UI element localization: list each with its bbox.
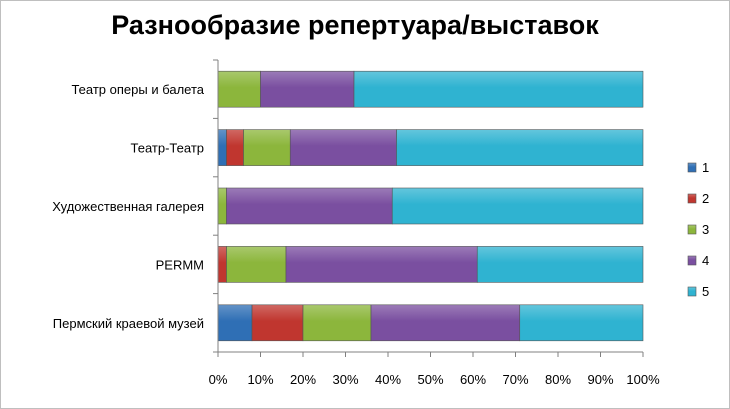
axis-layer: Театр оперы и балета Театр-Театр Художеств… <box>52 59 660 387</box>
legend-label: 3 <box>702 222 709 237</box>
legend-label: 2 <box>702 191 709 206</box>
category-label: PERMM <box>156 257 204 272</box>
x-tick-label: 60% <box>460 372 486 387</box>
x-tick-label: 50% <box>417 372 443 387</box>
bar-segment <box>226 187 393 225</box>
bar-segment <box>289 129 397 166</box>
legend-label: 4 <box>702 253 709 268</box>
x-tick-label: 80% <box>545 372 571 387</box>
x-tick-label: 40% <box>375 372 401 387</box>
legend-label: 5 <box>702 284 709 299</box>
x-tick-label: 10% <box>247 372 273 387</box>
bar-segment <box>476 246 644 283</box>
legend-label: 1 <box>702 160 709 175</box>
legend: 1 2 3 4 5 <box>687 160 709 299</box>
category-label: Театр-Театр <box>131 141 204 156</box>
bar-segment <box>396 129 644 166</box>
bar-segment <box>243 129 291 166</box>
x-tick-label: 70% <box>502 372 528 387</box>
bar-segment <box>217 246 227 283</box>
bar-segment <box>217 129 227 166</box>
bar-segment <box>285 246 478 283</box>
x-tick-label: 100% <box>626 372 660 387</box>
legend-swatch <box>687 224 697 235</box>
bar-segment <box>251 304 304 342</box>
bar-segment <box>217 304 253 342</box>
legend-swatch <box>687 162 697 173</box>
bar-segment <box>353 70 644 108</box>
category-label: Пермский краевой музей <box>53 316 204 331</box>
legend-swatch <box>687 255 697 266</box>
bar-segment <box>370 304 521 342</box>
bar-segment <box>391 187 644 225</box>
x-tick-label: 90% <box>587 372 613 387</box>
category-label: Художественная галерея <box>52 199 204 214</box>
bar-segment <box>226 129 244 166</box>
x-tick-label: 0% <box>209 372 228 387</box>
bar-segment <box>260 70 355 108</box>
legend-swatch <box>687 193 697 204</box>
bar-segment <box>226 246 287 283</box>
bar-segment <box>302 304 372 342</box>
bars-layer <box>217 70 644 342</box>
bar-segment <box>217 187 227 225</box>
x-tick-label: 30% <box>332 372 358 387</box>
chart-title: Разнообразие репертуара/выставок <box>111 10 599 40</box>
bar-segment <box>519 304 644 342</box>
bar-segment <box>217 70 261 108</box>
legend-swatch <box>687 286 697 297</box>
x-tick-label: 20% <box>290 372 316 387</box>
category-label: Театр оперы и балета <box>71 82 204 97</box>
